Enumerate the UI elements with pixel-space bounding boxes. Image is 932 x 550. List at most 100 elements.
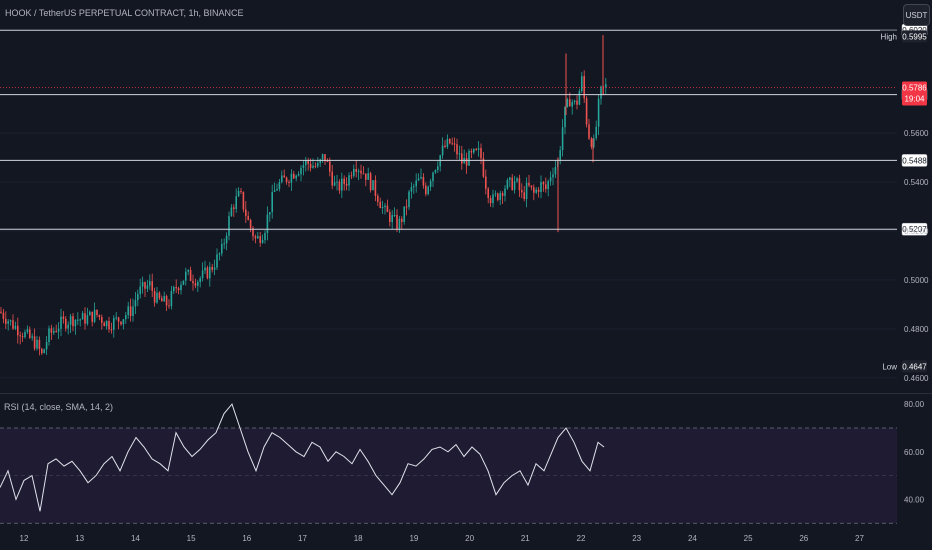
candle-body [516, 178, 518, 182]
candle-body [72, 316, 74, 327]
candle-body [245, 209, 247, 216]
candle-body [391, 215, 393, 223]
candle-body [312, 165, 314, 168]
candle-body [21, 336, 24, 338]
candle-body [26, 329, 29, 333]
candle-body [12, 320, 14, 329]
candle-body [43, 349, 45, 354]
candle-body [487, 188, 489, 199]
candle-body [425, 185, 427, 195]
candle-body [36, 339, 38, 349]
candle-body [355, 168, 357, 172]
candle-body [182, 280, 185, 285]
candle-body [345, 183, 348, 186]
marker-name: High [881, 32, 897, 41]
candle-body [386, 205, 389, 213]
candle-body [237, 191, 240, 197]
candle-body [264, 232, 266, 240]
candle-body [189, 269, 192, 281]
marker-name: Low [882, 362, 897, 371]
candle-body [396, 214, 398, 230]
candle-body [276, 188, 278, 191]
rsi-axis[interactable]: 40.00 60.00 80.00 [904, 400, 925, 504]
candle-body [293, 173, 295, 179]
candle-body [218, 253, 221, 255]
time-tick-label: 17 [298, 534, 307, 543]
candle-body [134, 300, 137, 307]
candle-body [547, 181, 549, 190]
candle-body [492, 194, 494, 204]
candle-body [528, 182, 530, 186]
candle-body [549, 177, 552, 182]
candle-body [511, 177, 513, 190]
candle-body [533, 187, 535, 193]
candle-body [561, 127, 564, 151]
rsi-line [0, 403, 605, 512]
horizontal-levels[interactable] [0, 29, 897, 230]
candle-body [319, 159, 321, 164]
candle-body [288, 181, 290, 183]
candle-body [441, 145, 444, 156]
time-tick-label: 20 [465, 534, 474, 543]
candle-body [494, 193, 497, 195]
time-tick-label: 24 [688, 534, 697, 543]
candle-body [168, 305, 170, 307]
candle-body [523, 192, 525, 199]
candle-body [187, 269, 189, 272]
rsi-tick-label: 40.00 [904, 495, 925, 504]
candle-body [125, 315, 127, 320]
candle-body [559, 150, 561, 161]
candle-body [259, 236, 261, 243]
candle-body [170, 291, 173, 307]
candle-body [545, 184, 547, 190]
candle-body [14, 325, 17, 329]
rsi-indicator-label[interactable]: RSI (14, close, SMA, 14, 2) [4, 402, 114, 412]
candle-body [343, 178, 345, 184]
marker-name-bg [880, 30, 900, 43]
marker-name-bg [880, 360, 900, 373]
candle-body [79, 319, 81, 321]
candle-body [290, 173, 293, 183]
time-tick-label: 27 [855, 534, 864, 543]
candle-body [357, 170, 360, 172]
candle-body [156, 292, 158, 303]
candle-body [348, 175, 350, 186]
candle-body [485, 176, 487, 189]
candle-body [465, 158, 468, 166]
candle-body [324, 154, 326, 162]
price-tick-label: 0.5600 [904, 129, 929, 138]
candle-body [96, 309, 98, 316]
candle-body [204, 267, 206, 271]
candle-body [403, 206, 405, 222]
countdown-tag: 19:04 [904, 95, 925, 104]
candle-body [307, 160, 309, 164]
candle-body [146, 285, 149, 289]
candle-body [437, 166, 439, 170]
marker-value-bg [902, 30, 927, 43]
price-axis[interactable]: 0.60200.57570.54880.52070.46000.48000.50… [880, 23, 929, 383]
candle-body [302, 165, 305, 168]
candle-body [461, 153, 463, 164]
time-axis[interactable]: 12 13 14 15 16 17 18 19 20 21 22 23 24 25 26 27 [20, 534, 865, 543]
candle-body [369, 173, 372, 191]
candle-body [86, 315, 89, 324]
candle-body [0, 311, 2, 313]
candle-body [194, 283, 197, 286]
candle-body [24, 332, 26, 338]
candle-body [360, 170, 362, 174]
candle-body [278, 182, 281, 189]
candle-body [158, 292, 161, 299]
candle-body [372, 180, 374, 191]
candle-body [285, 177, 288, 182]
candle-body [93, 309, 96, 322]
candle-body [206, 267, 209, 279]
candle-body [317, 163, 319, 167]
candle-body [55, 330, 57, 332]
currency-button[interactable]: USDT [903, 4, 930, 26]
candle-body [60, 316, 62, 329]
current-price-tag-bg [902, 81, 927, 106]
candle-body [297, 174, 300, 176]
candle-body [444, 145, 446, 147]
candle-body [353, 168, 355, 176]
